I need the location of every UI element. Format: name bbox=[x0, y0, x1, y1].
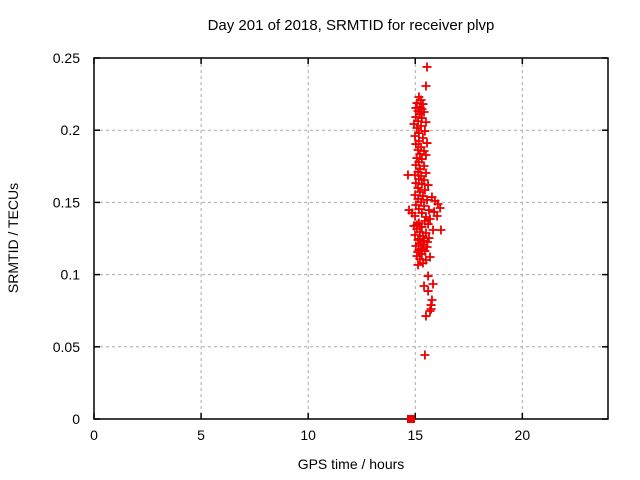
data-point-plus bbox=[413, 145, 423, 155]
data-point-plus bbox=[435, 203, 445, 213]
x-tick-label: 15 bbox=[407, 427, 423, 443]
data-point-plus bbox=[411, 178, 421, 188]
data-point-plus bbox=[421, 311, 431, 321]
data-point-plus bbox=[428, 279, 438, 289]
data-point-plus bbox=[418, 258, 428, 268]
data-point-plus bbox=[428, 225, 438, 235]
data-point-plus bbox=[432, 211, 442, 221]
data-point-square bbox=[406, 415, 415, 423]
data-point-plus bbox=[417, 249, 427, 259]
data-point-plus bbox=[415, 234, 425, 244]
data-point-plus bbox=[417, 222, 427, 232]
y-axis-label: SRMTID / TECUs bbox=[5, 183, 21, 293]
x-axis-label: GPS time / hours bbox=[298, 456, 405, 472]
tick-marks bbox=[93, 57, 608, 420]
data-point-plus bbox=[410, 211, 420, 221]
y-tick-label: 0 bbox=[72, 411, 80, 427]
data-point-plus bbox=[413, 183, 423, 193]
data-point-plus bbox=[410, 131, 420, 141]
x-tick-labels: 0 5 10 15 20 bbox=[90, 427, 530, 443]
y-tick-label: 0.1 bbox=[61, 267, 81, 283]
data-point-plus bbox=[422, 62, 432, 72]
x-tick-label: 0 bbox=[90, 427, 98, 443]
data-point-plus bbox=[426, 304, 436, 314]
x-tick-label: 10 bbox=[300, 427, 316, 443]
data-point-plus bbox=[416, 121, 426, 131]
x-tick-label: 5 bbox=[197, 427, 205, 443]
data-point-plus bbox=[425, 214, 435, 224]
data-point-plus bbox=[423, 219, 433, 229]
data-point-plus bbox=[412, 123, 422, 133]
y-tick-label: 0.2 bbox=[61, 122, 81, 138]
data-point-plus bbox=[417, 208, 427, 218]
data-point-plus bbox=[423, 271, 433, 281]
y-tick-label: 0.25 bbox=[53, 50, 80, 66]
x-tick-label: 20 bbox=[515, 427, 531, 443]
y-tick-labels: 0 0.05 0.1 0.15 0.2 0.25 bbox=[53, 50, 80, 427]
data-point-plus bbox=[411, 139, 421, 149]
data-point-plus bbox=[425, 306, 435, 316]
data-point-plus bbox=[421, 212, 431, 222]
data-point-plus bbox=[422, 138, 432, 148]
data-point-plus bbox=[419, 201, 429, 211]
y-tick-label: 0.05 bbox=[53, 339, 80, 355]
chart-title: Day 201 of 2018, SRMTID for receiver plv… bbox=[208, 17, 495, 34]
data-point-plus bbox=[420, 126, 430, 136]
data-point-plus bbox=[419, 281, 429, 291]
y-tick-label: 0.15 bbox=[53, 194, 80, 210]
data-point-plus bbox=[419, 107, 429, 117]
data-point-plus bbox=[421, 81, 431, 91]
data-point-plus bbox=[403, 170, 413, 180]
data-point-plus bbox=[413, 260, 423, 270]
plot-border bbox=[93, 57, 609, 420]
data-point-plus bbox=[421, 150, 431, 160]
gridlines bbox=[94, 58, 608, 419]
data-point-plus bbox=[422, 195, 432, 205]
data-point-plus bbox=[421, 117, 431, 127]
data-point-plus bbox=[423, 286, 433, 296]
data-point-plus bbox=[420, 350, 430, 360]
data-point-plus bbox=[421, 168, 431, 178]
data-point-plus bbox=[424, 205, 434, 215]
data-point-plus bbox=[420, 185, 430, 195]
data-point-plus bbox=[423, 180, 433, 190]
data-point-plus bbox=[410, 230, 420, 240]
data-point-plus bbox=[436, 225, 446, 235]
data-point-plus bbox=[418, 240, 428, 250]
data-point-plus bbox=[411, 160, 421, 170]
scatter-points bbox=[403, 62, 446, 423]
